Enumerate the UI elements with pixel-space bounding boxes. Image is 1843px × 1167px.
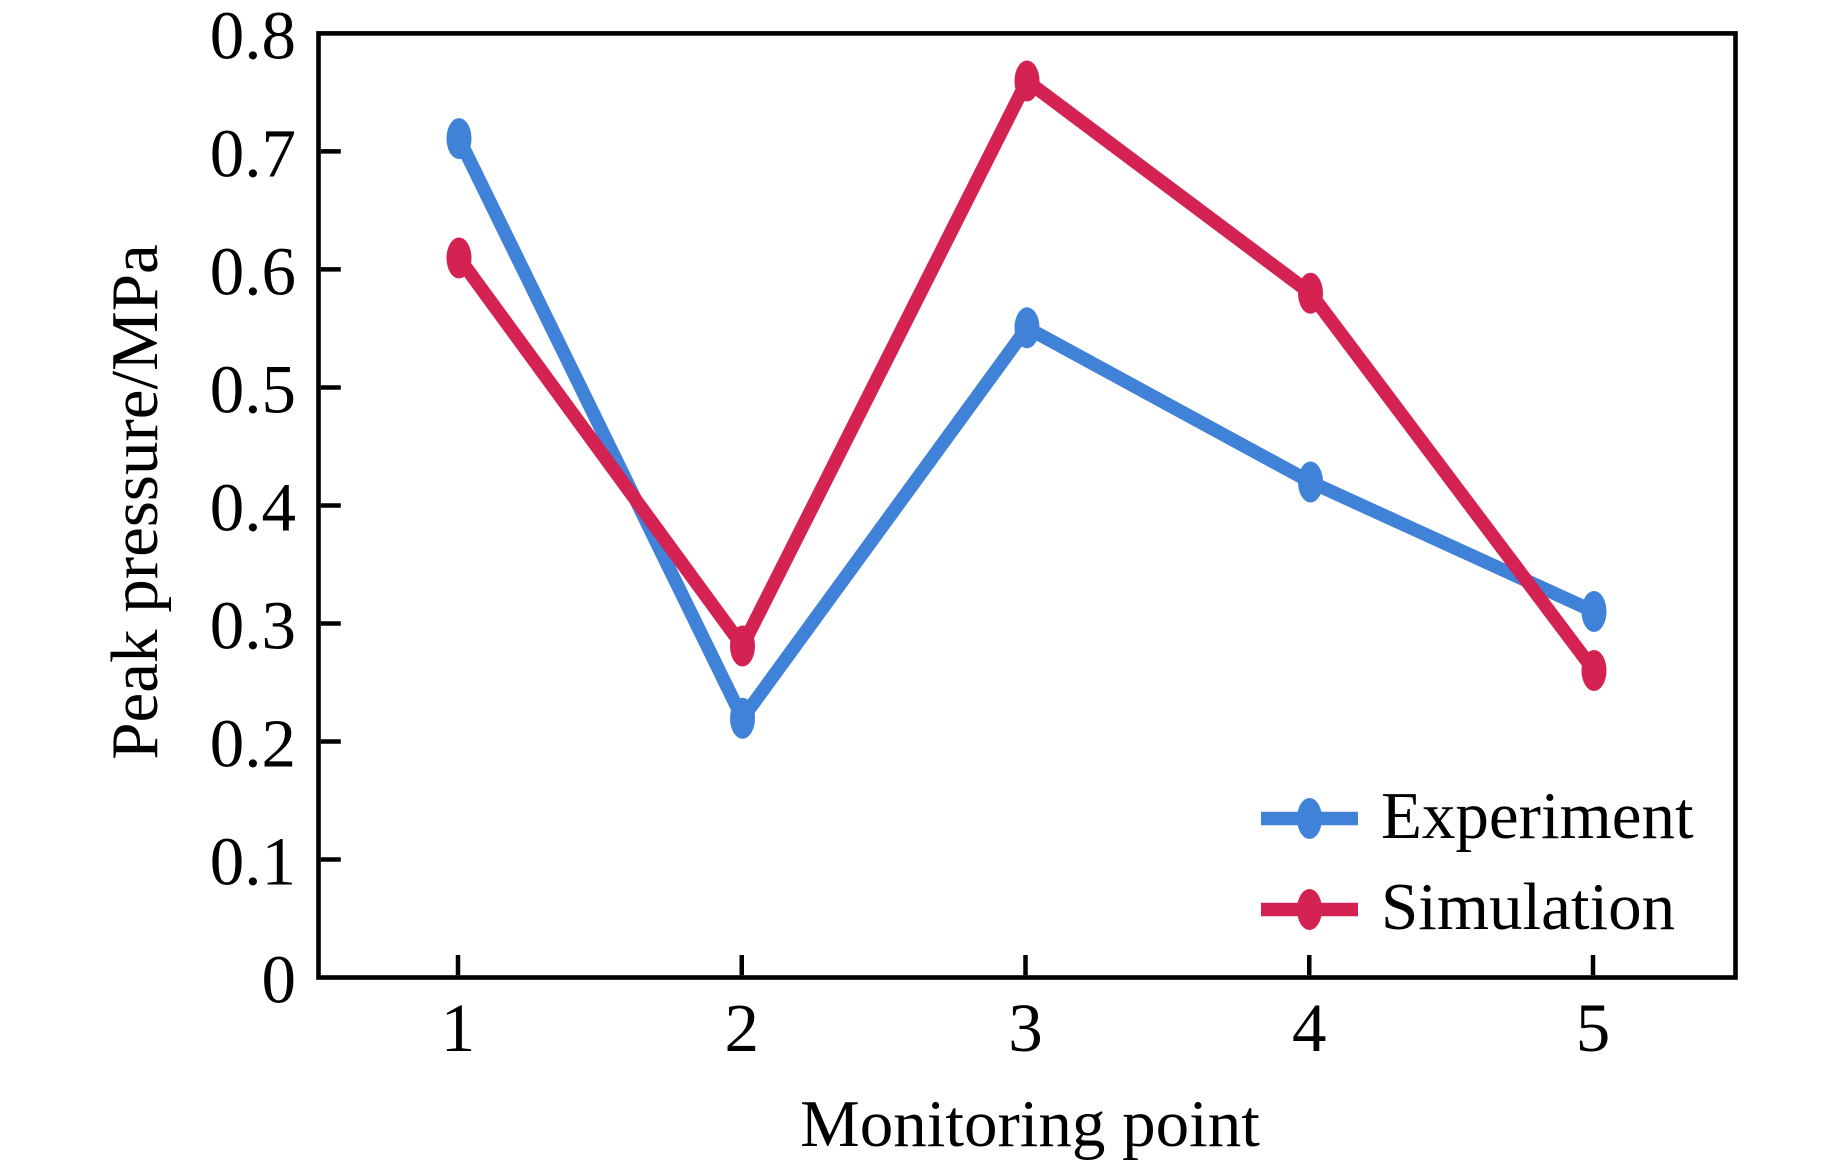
svg-text:4: 4: [1292, 990, 1327, 1066]
svg-text:0.3: 0.3: [210, 588, 296, 664]
svg-text:0.2: 0.2: [210, 706, 296, 782]
svg-text:1: 1: [441, 990, 476, 1066]
svg-text:2: 2: [725, 990, 760, 1066]
svg-text:0.1: 0.1: [210, 824, 296, 900]
svg-text:0.6: 0.6: [210, 233, 296, 309]
svg-text:0.4: 0.4: [210, 470, 296, 546]
svg-text:Experiment: Experiment: [1381, 779, 1694, 853]
svg-text:0.7: 0.7: [210, 115, 296, 191]
svg-text:Simulation: Simulation: [1381, 870, 1675, 944]
svg-text:5: 5: [1576, 990, 1611, 1066]
svg-text:0: 0: [262, 942, 297, 1018]
svg-text:Peak pressure/MPa: Peak pressure/MPa: [98, 244, 172, 759]
svg-text:3: 3: [1008, 990, 1043, 1066]
svg-text:0.8: 0.8: [210, 0, 296, 73]
svg-text:Monitoring point: Monitoring point: [800, 1087, 1260, 1161]
svg-text:0.5: 0.5: [210, 352, 296, 428]
